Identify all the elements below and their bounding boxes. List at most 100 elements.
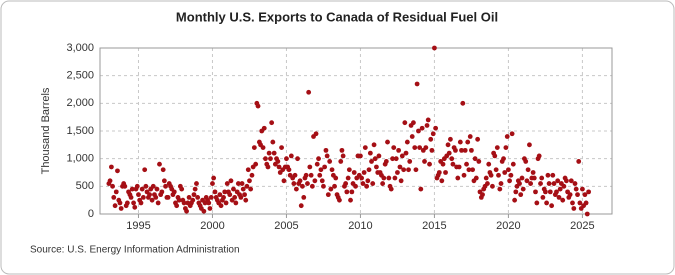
y-axis-label: Thousand Barrels xyxy=(40,87,52,174)
data-point xyxy=(367,150,373,156)
data-point xyxy=(486,161,492,167)
data-point xyxy=(328,186,334,192)
data-point xyxy=(142,167,148,173)
data-point xyxy=(338,159,344,164)
data-point xyxy=(292,172,298,178)
data-point xyxy=(393,156,399,162)
data-point xyxy=(154,186,160,192)
data-point xyxy=(153,195,159,200)
data-point xyxy=(124,200,130,206)
data-point xyxy=(531,175,537,181)
data-point xyxy=(159,189,165,195)
data-point xyxy=(376,153,382,159)
y-tick-label: 0 xyxy=(88,208,94,220)
data-point xyxy=(575,192,580,198)
data-point xyxy=(253,161,259,167)
data-point xyxy=(550,172,556,178)
data-point xyxy=(244,183,250,189)
data-point xyxy=(337,197,342,203)
data-point xyxy=(547,189,553,195)
data-point xyxy=(503,145,509,151)
data-point xyxy=(517,181,522,186)
data-point xyxy=(321,183,326,189)
data-point xyxy=(369,159,374,164)
data-point xyxy=(472,156,478,162)
data-point xyxy=(261,125,267,131)
data-point xyxy=(224,181,230,186)
data-point xyxy=(512,197,518,203)
data-point xyxy=(401,167,407,173)
data-point xyxy=(316,156,321,162)
data-point xyxy=(391,145,397,151)
data-point xyxy=(206,200,212,206)
data-point xyxy=(358,153,363,159)
data-point xyxy=(462,147,468,153)
data-point xyxy=(131,200,136,206)
data-point xyxy=(397,164,403,170)
data-point xyxy=(519,175,525,181)
data-point xyxy=(432,45,437,51)
data-point xyxy=(143,183,149,189)
data-point xyxy=(265,164,271,170)
data-point xyxy=(239,181,245,186)
data-point xyxy=(266,150,272,156)
data-point xyxy=(339,147,345,153)
data-point xyxy=(534,200,540,206)
data-point xyxy=(556,195,562,200)
data-point xyxy=(238,195,244,200)
data-point xyxy=(108,164,114,170)
data-point xyxy=(157,161,162,167)
marks-layer xyxy=(106,45,592,217)
data-point xyxy=(281,178,287,184)
data-point xyxy=(390,156,395,162)
data-point xyxy=(476,159,482,164)
data-point xyxy=(359,175,365,181)
data-point xyxy=(567,192,573,198)
data-point xyxy=(439,178,445,184)
data-point xyxy=(467,134,473,139)
data-point xyxy=(346,167,352,173)
data-point xyxy=(398,178,404,184)
data-point xyxy=(288,153,294,159)
data-point xyxy=(507,178,512,184)
data-point xyxy=(275,159,281,164)
data-point xyxy=(360,181,366,186)
data-point xyxy=(564,178,569,184)
data-point xyxy=(345,175,351,181)
data-point xyxy=(207,206,213,211)
data-point xyxy=(217,192,223,198)
data-point xyxy=(576,159,582,164)
data-point xyxy=(469,147,474,153)
data-point xyxy=(195,195,201,200)
data-point xyxy=(364,183,370,189)
data-point xyxy=(385,139,390,145)
data-point xyxy=(404,139,410,145)
data-point xyxy=(208,195,214,200)
data-point xyxy=(545,172,551,178)
data-point xyxy=(465,139,471,145)
data-point xyxy=(425,117,431,123)
data-point xyxy=(551,181,557,186)
data-point xyxy=(554,189,559,195)
data-point xyxy=(318,167,324,173)
data-point xyxy=(520,186,526,192)
data-point xyxy=(163,183,168,189)
data-point xyxy=(374,164,379,170)
data-point xyxy=(509,131,515,137)
data-point xyxy=(362,145,368,151)
data-point xyxy=(539,175,545,181)
data-point xyxy=(324,153,330,159)
data-point xyxy=(248,186,254,192)
data-point xyxy=(429,147,435,153)
data-point xyxy=(223,200,229,206)
data-point xyxy=(518,192,524,198)
y-tick-label: 1,500 xyxy=(66,125,94,137)
data-point xyxy=(504,134,510,139)
data-point xyxy=(118,206,124,211)
data-point xyxy=(419,125,425,131)
data-point xyxy=(448,136,453,142)
data-point xyxy=(418,186,424,192)
data-point xyxy=(459,147,464,153)
data-point xyxy=(134,183,140,189)
